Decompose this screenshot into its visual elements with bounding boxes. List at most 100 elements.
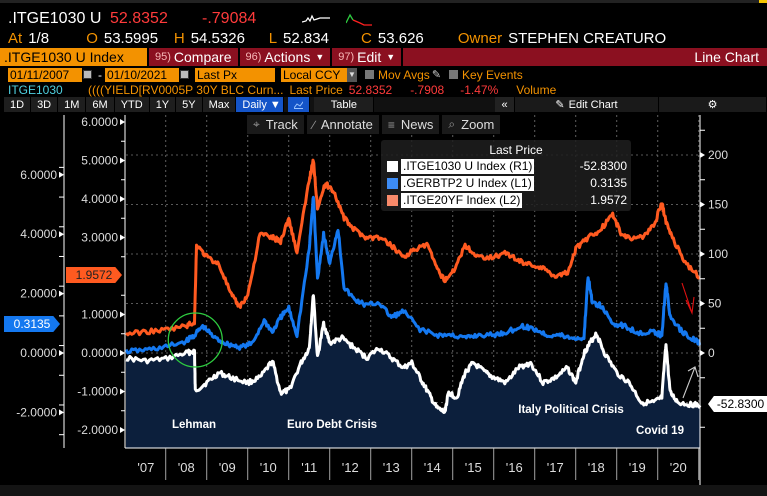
controls-row: 01/11/2007 - 01/10/2021 Last Px Local CC… bbox=[8, 67, 523, 82]
menu-bar: .ITGE1030 U Index 95) Compare 96) Actions ▼… bbox=[0, 48, 767, 66]
intraday-sparkline-icon bbox=[302, 14, 330, 23]
l2-tick-label: 3.0000 bbox=[81, 231, 118, 245]
l2-tick-marker bbox=[120, 311, 125, 318]
period-3d[interactable]: 3D bbox=[31, 97, 59, 112]
legend-swatch bbox=[387, 194, 398, 206]
x-tick-label: '20 bbox=[670, 460, 687, 475]
chevron-down-icon: ▼ bbox=[315, 52, 325, 62]
gerbtp2-last-badge: 0.3135 bbox=[4, 316, 60, 332]
info-volume: Volume bbox=[516, 82, 557, 97]
legend-name-text: .ITGE1030 U Index bbox=[403, 159, 506, 173]
owner-name: STEPHEN CREATURO bbox=[508, 29, 667, 47]
period-1y[interactable]: 1Y bbox=[149, 97, 177, 112]
l2-tick-label: 6.0000 bbox=[81, 115, 118, 129]
close-label: C bbox=[361, 29, 372, 47]
r1-tick-marker bbox=[700, 251, 705, 257]
zoom-tool[interactable]: ⌕ Zoom bbox=[442, 115, 501, 134]
collapse-button[interactable]: « bbox=[495, 97, 515, 112]
legend-series-name: .ITGE20YF Index (L2) bbox=[401, 192, 523, 208]
legend-series-name: .ITGE1030 U Index (R1) bbox=[401, 158, 535, 174]
r1-tick-label: 100 bbox=[708, 247, 728, 261]
low-label: L bbox=[268, 29, 278, 47]
legend-item[interactable]: .GERBTP2 U Index (L1) 0.3135 bbox=[387, 175, 627, 191]
l2-tick-label: 5.0000 bbox=[81, 154, 118, 168]
annotate-label: Annotate bbox=[320, 117, 373, 132]
period-1m[interactable]: 1M bbox=[58, 97, 87, 112]
chevron-down-icon: ▼ bbox=[386, 52, 396, 62]
r1-tick-label: 150 bbox=[708, 198, 728, 212]
l2-tick-marker bbox=[120, 234, 125, 241]
actions-number: 96) bbox=[245, 51, 262, 63]
l2-tick-marker bbox=[120, 350, 125, 356]
end-date-input[interactable]: 01/10/2021 bbox=[105, 67, 179, 82]
compare-button[interactable]: 95) Compare bbox=[147, 48, 238, 66]
x-tick-label: '08 bbox=[178, 460, 195, 475]
period-max[interactable]: Max bbox=[202, 97, 237, 112]
pencil-icon[interactable]: ✎ bbox=[431, 69, 442, 81]
l2-tick-marker bbox=[120, 119, 125, 125]
x-tick-label: '11 bbox=[301, 460, 317, 475]
period-ytd[interactable]: YTD bbox=[114, 97, 150, 112]
legend-axis-tag: (R1) bbox=[509, 159, 533, 173]
start-date-input[interactable]: 01/11/2007 bbox=[8, 67, 82, 82]
l2-tick-label: -1.0000 bbox=[77, 385, 118, 399]
l1-tick-label: 0.0000 bbox=[20, 346, 57, 360]
l1-tick-label: 2.0000 bbox=[20, 287, 57, 301]
key-events-label: Key Events bbox=[462, 67, 523, 82]
edit-chart-button[interactable]: ✎ Edit Chart bbox=[515, 97, 659, 112]
mov-avgs-checkbox[interactable] bbox=[365, 70, 374, 79]
field-select[interactable]: Last Px bbox=[195, 67, 275, 82]
news-tool[interactable]: ≡ News bbox=[381, 115, 440, 134]
news-icon: ≡ bbox=[387, 117, 395, 132]
key-events-checkbox[interactable] bbox=[449, 70, 459, 79]
actions-button[interactable]: 96) Actions ▼ bbox=[237, 48, 331, 66]
chart-tools: ⌖ Track ∕ Annotate ≡ News ⌕ Zoom bbox=[247, 115, 503, 134]
edit-number: 97) bbox=[338, 51, 355, 63]
high-label: H bbox=[173, 29, 185, 47]
itge20yf-line bbox=[124, 158, 701, 337]
legend-title: Last Price bbox=[489, 143, 543, 157]
open-value: 53.5995 bbox=[103, 29, 159, 47]
series-info-line: ITGE1030 ((((YIELD[RV0005P 30Y BLC Curn.… bbox=[8, 82, 557, 97]
l1-tick-marker bbox=[59, 350, 64, 356]
legend-item[interactable]: .ITGE20YF Index (L2) 1.9572 bbox=[387, 192, 627, 208]
l2-tick-marker bbox=[120, 388, 125, 395]
currency-dropdown-icon[interactable]: ▼ bbox=[347, 67, 357, 82]
line-chart-icon[interactable] bbox=[288, 97, 311, 112]
annotate-tool[interactable]: ∕ Annotate bbox=[306, 115, 379, 134]
period-1d[interactable]: 1D bbox=[4, 97, 32, 112]
l1-tick-marker bbox=[59, 409, 64, 416]
currency-select[interactable]: Local CCY bbox=[281, 67, 347, 82]
period-5y[interactable]: 5Y bbox=[176, 97, 203, 112]
legend-axis-tag: (L1) bbox=[510, 176, 532, 190]
frequency-select[interactable]: Daily ▼ bbox=[236, 97, 285, 112]
l1-tick-label: 4.0000 bbox=[20, 227, 57, 241]
info-ticker: ITGE1030 bbox=[8, 82, 63, 97]
itge1030-line bbox=[125, 294, 702, 414]
period-6m[interactable]: 6M bbox=[86, 97, 115, 112]
table-button[interactable]: Table bbox=[314, 97, 375, 112]
legend-item[interactable]: .ITGE1030 U Index (R1) -52.8300 bbox=[387, 158, 627, 174]
x-tick-label: '19 bbox=[629, 460, 646, 475]
annotations: Lehman Euro Debt Crisis Italy Political Cr… bbox=[167, 282, 699, 437]
edit-chart-label: Edit Chart bbox=[568, 98, 618, 111]
x-tick-label: '10 bbox=[260, 460, 277, 475]
x-tick-label: '09 bbox=[219, 460, 236, 475]
calendar-icon[interactable] bbox=[180, 70, 189, 79]
edit-button[interactable]: 97) Edit ▼ bbox=[330, 48, 401, 66]
chart-type-label: Line Chart bbox=[694, 49, 759, 65]
bottom-status-bar bbox=[0, 485, 767, 496]
x-tick-label: '14 bbox=[424, 460, 441, 475]
security-field[interactable]: .ITGE1030 U Index bbox=[0, 48, 147, 66]
last-price: 52.8352 bbox=[110, 10, 168, 27]
x-tick-label: '18 bbox=[588, 460, 605, 475]
ohlc-row: At 1/8 O 53.5995 H 54.5326 L 52.834 C 53… bbox=[8, 29, 666, 47]
itge1030-last-badge: -52.8300 bbox=[708, 396, 767, 412]
top-border bbox=[0, 0, 767, 3]
track-tool[interactable]: ⌖ Track bbox=[247, 115, 304, 134]
info-change: -.7908 bbox=[410, 82, 445, 97]
compare-number: 95) bbox=[155, 51, 171, 63]
calendar-icon[interactable] bbox=[83, 70, 92, 79]
edit-label: Edit bbox=[357, 49, 382, 65]
